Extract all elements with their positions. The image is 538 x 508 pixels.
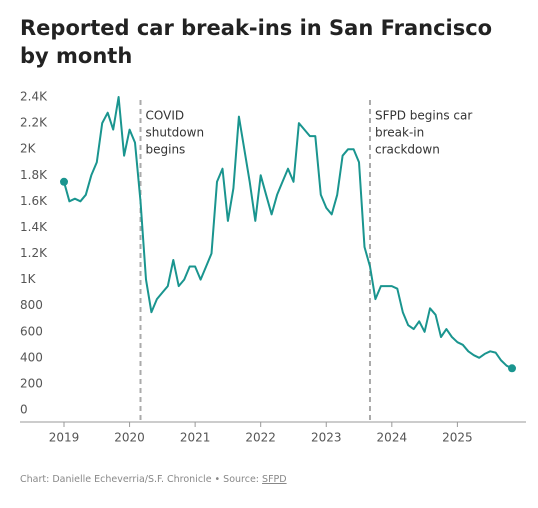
credit: Chart: Danielle Echeverria/S.F. Chronicl… — [20, 474, 260, 485]
y-tick-label: 1.2K — [20, 246, 48, 260]
x-tick-label: 2024 — [377, 431, 408, 445]
y-tick-label: 400 — [20, 350, 43, 364]
end-point — [508, 364, 516, 373]
x-tick-label: 2019 — [49, 431, 80, 445]
y-tick-label: 600 — [20, 324, 43, 338]
data-line — [63, 96, 513, 370]
y-tick-label: 2.4K — [20, 90, 48, 104]
annotation-text: shutdown — [146, 126, 205, 140]
x-tick-label: 2022 — [245, 431, 276, 445]
footer: Chart: Danielle Echeverria/S.F. Chronicl… — [20, 474, 287, 485]
y-tick-label: 1.8K — [20, 168, 48, 182]
y-tick-label: 1.6K — [20, 194, 48, 208]
chart-title: Reported car break-ins in San Francisco … — [20, 16, 493, 68]
annotation-text: begins — [146, 143, 186, 157]
y-tick-label: 1K — [20, 272, 37, 286]
y-tick-label: 2K — [20, 142, 37, 156]
y-tick-label: 1.4K — [20, 220, 48, 234]
end-point — [60, 177, 68, 186]
x-tick-label: 2020 — [114, 431, 145, 445]
x-tick-label: 2021 — [180, 431, 211, 445]
annotation-text: crackdown — [375, 143, 440, 157]
y-tick-label: 0 — [20, 403, 28, 417]
annotation-text: SFPD begins car — [375, 109, 472, 123]
y-tick-label: 2.2K — [20, 116, 48, 130]
annotation-text: COVID — [146, 109, 185, 123]
x-tick-label: 2023 — [311, 431, 342, 445]
source-link[interactable]: SFPD — [262, 474, 287, 485]
annotation-text: break-in — [375, 126, 424, 140]
x-tick-label: 2025 — [442, 431, 473, 445]
y-tick-label: 200 — [20, 376, 43, 390]
y-tick-label: 800 — [20, 298, 43, 312]
